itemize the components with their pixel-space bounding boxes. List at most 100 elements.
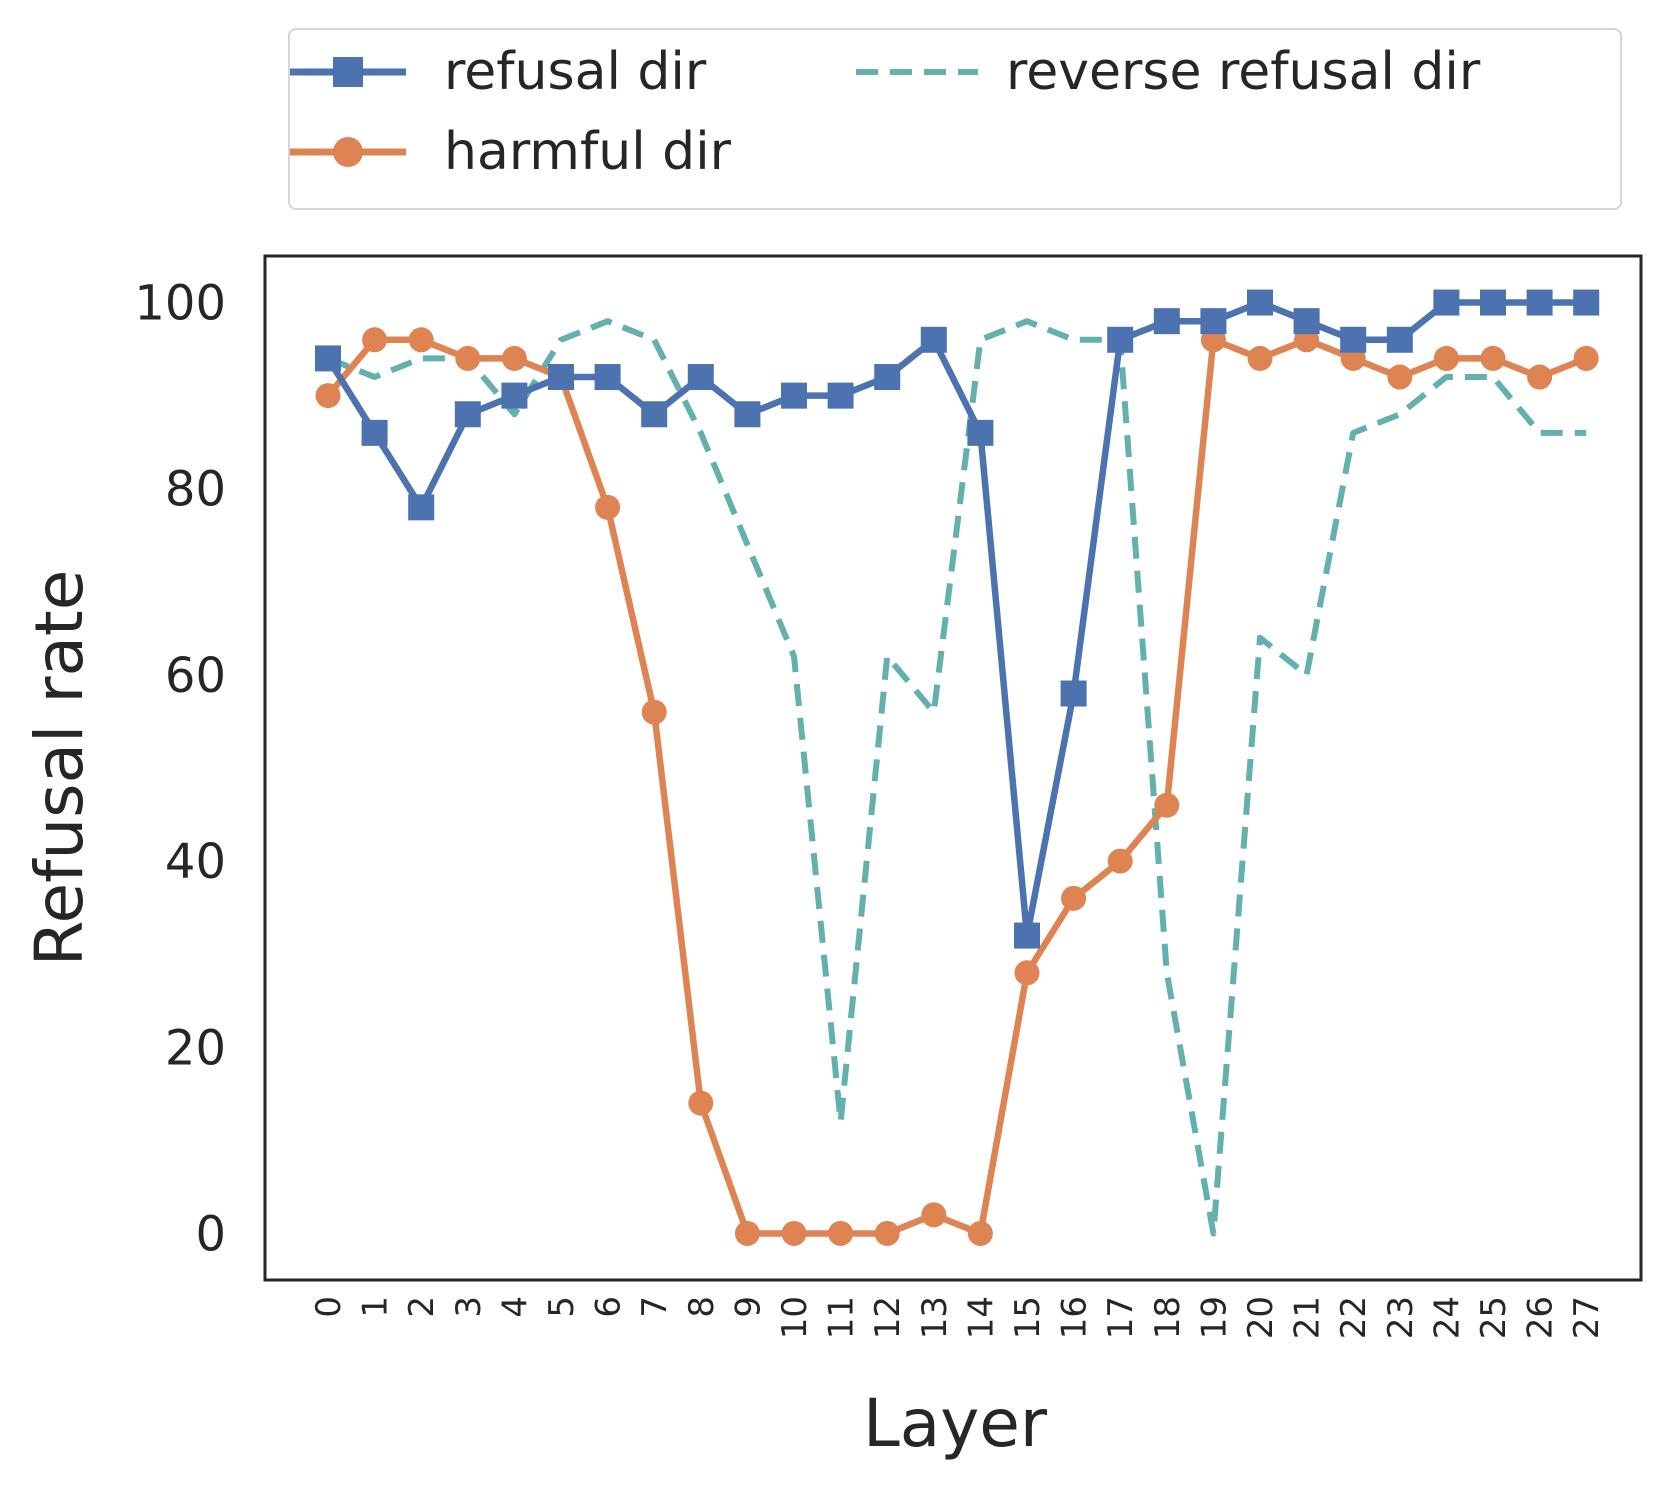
legend-swatches xyxy=(290,57,978,167)
x-tick-label: 23 xyxy=(1381,1296,1421,1339)
x-tick-label: 7 xyxy=(635,1296,675,1318)
data-point-harmful-dir xyxy=(688,1090,714,1116)
data-point-harmful-dir xyxy=(874,1220,900,1246)
x-tick-label: 13 xyxy=(915,1296,955,1339)
y-tick-label: 60 xyxy=(165,648,226,704)
x-tick-label: 16 xyxy=(1055,1296,1095,1339)
data-point-harmful-dir xyxy=(921,1202,947,1228)
data-point-refusal-dir xyxy=(315,345,341,372)
data-point-refusal-dir xyxy=(1293,308,1320,335)
data-point-refusal-dir xyxy=(1386,326,1413,353)
data-point-harmful-dir xyxy=(734,1220,760,1246)
data-point-refusal-dir xyxy=(408,494,435,521)
x-tick-label: 24 xyxy=(1427,1296,1467,1339)
data-point-harmful-dir xyxy=(362,327,388,353)
data-point-refusal-dir xyxy=(641,401,668,428)
x-tick-label: 1 xyxy=(356,1296,396,1318)
data-point-refusal-dir xyxy=(1340,326,1367,353)
data-point-refusal-dir xyxy=(361,419,388,446)
series-line-harmful-dir xyxy=(325,336,1588,1237)
x-tick-label: 5 xyxy=(542,1296,582,1318)
data-point-refusal-dir xyxy=(548,364,574,391)
data-point-harmful-dir xyxy=(1527,364,1553,390)
data-point-refusal-dir xyxy=(967,419,994,446)
data-point-refusal-dir xyxy=(1200,308,1227,335)
x-tick-label: 6 xyxy=(589,1296,629,1318)
x-tick-label: 27 xyxy=(1567,1296,1607,1339)
data-point-harmful-dir xyxy=(408,327,434,353)
y-tick-label: 20 xyxy=(165,1020,226,1076)
data-point-refusal-dir xyxy=(874,364,901,391)
x-tick-label: 3 xyxy=(449,1296,489,1318)
data-point-refusal-dir xyxy=(920,326,947,353)
data-point-refusal-dir xyxy=(827,382,854,409)
y-tick-label: 0 xyxy=(195,1206,226,1262)
data-point-refusal-dir xyxy=(1433,289,1460,316)
legend-label-reverse-refusal-dir: reverse refusal dir xyxy=(1006,42,1481,102)
x-tick-label: 25 xyxy=(1474,1296,1514,1339)
data-point-harmful-dir xyxy=(1433,345,1459,371)
x-tick-label: 21 xyxy=(1288,1296,1328,1339)
x-tick-label: 2 xyxy=(402,1296,442,1318)
x-tick-label: 10 xyxy=(775,1296,815,1339)
legend-label-refusal-dir: refusal dir xyxy=(444,42,707,102)
x-tick-label: 9 xyxy=(728,1296,768,1318)
series-line-refusal-dir xyxy=(325,299,1587,939)
x-tick-label: 11 xyxy=(822,1296,862,1339)
data-point-harmful-dir xyxy=(501,345,527,371)
legend: refusal dir harmful dir reverse refusal … xyxy=(288,28,1622,210)
data-point-harmful-dir xyxy=(1061,885,1087,911)
data-point-harmful-dir xyxy=(1247,345,1273,371)
legend-label-harmful-dir: harmful dir xyxy=(444,122,732,182)
x-tick-label: 14 xyxy=(961,1296,1001,1339)
y-tick-label: 40 xyxy=(165,834,226,890)
data-point-refusal-dir xyxy=(687,364,714,391)
x-tick-labels: 0 1 2 3 4 5 6 7 8 9 10 11 12 13 14 15 16 17 18 19 20 21 22 23 24… xyxy=(309,1296,1607,1339)
x-tick-label: 12 xyxy=(868,1296,908,1339)
y-tick-label: 80 xyxy=(165,462,226,518)
data-point-refusal-dir xyxy=(1247,289,1273,316)
data-point-refusal-dir xyxy=(454,401,481,428)
data-point-refusal-dir xyxy=(1480,289,1506,316)
x-tick-label: 4 xyxy=(495,1296,535,1318)
data-point-harmful-dir xyxy=(1107,848,1133,874)
data-point-harmful-dir xyxy=(828,1220,854,1246)
data-point-harmful-dir xyxy=(1387,364,1413,390)
data-point-harmful-dir xyxy=(781,1220,807,1246)
data-point-refusal-dir xyxy=(1153,308,1180,335)
series-refusal-dir xyxy=(315,289,1600,949)
plot-area xyxy=(263,254,1643,1282)
data-point-refusal-dir xyxy=(501,382,528,409)
data-point-harmful-dir xyxy=(595,494,621,520)
data-point-harmful-dir xyxy=(315,383,341,409)
data-point-refusal-dir xyxy=(1526,289,1553,316)
series-line-reverse-refusal-dir xyxy=(326,318,1587,1237)
x-tick-label: 15 xyxy=(1008,1296,1048,1339)
data-point-harmful-dir xyxy=(967,1220,993,1246)
x-tick-label: 8 xyxy=(682,1296,722,1318)
data-point-harmful-dir xyxy=(1154,792,1180,818)
x-tick-label: 22 xyxy=(1334,1296,1374,1339)
x-tick-label: 17 xyxy=(1101,1296,1141,1339)
data-point-refusal-dir xyxy=(594,364,621,391)
y-axis-title: Refusal rate xyxy=(21,570,98,967)
series-harmful-dir xyxy=(315,327,1599,1246)
data-point-refusal-dir xyxy=(781,382,807,409)
y-tick-labels: 0 20 40 60 80 100 xyxy=(134,276,226,1263)
data-point-refusal-dir xyxy=(1107,326,1134,353)
data-point-harmful-dir xyxy=(1573,345,1599,371)
x-tick-label: 20 xyxy=(1241,1296,1281,1339)
y-tick-label: 100 xyxy=(134,276,226,332)
data-point-refusal-dir xyxy=(1060,680,1087,707)
data-point-harmful-dir xyxy=(1014,960,1040,986)
x-tick-label: 18 xyxy=(1148,1296,1188,1339)
data-point-harmful-dir xyxy=(641,699,667,725)
data-point-harmful-dir xyxy=(1480,345,1506,371)
series-reverse-refusal-dir xyxy=(326,318,1587,1237)
legend-swatch-refusal-dir xyxy=(290,57,406,87)
data-point-harmful-dir xyxy=(455,345,481,371)
x-tick-label: 19 xyxy=(1194,1296,1234,1339)
series-layer xyxy=(315,289,1600,1246)
x-axis-title: Layer xyxy=(863,1385,1048,1462)
